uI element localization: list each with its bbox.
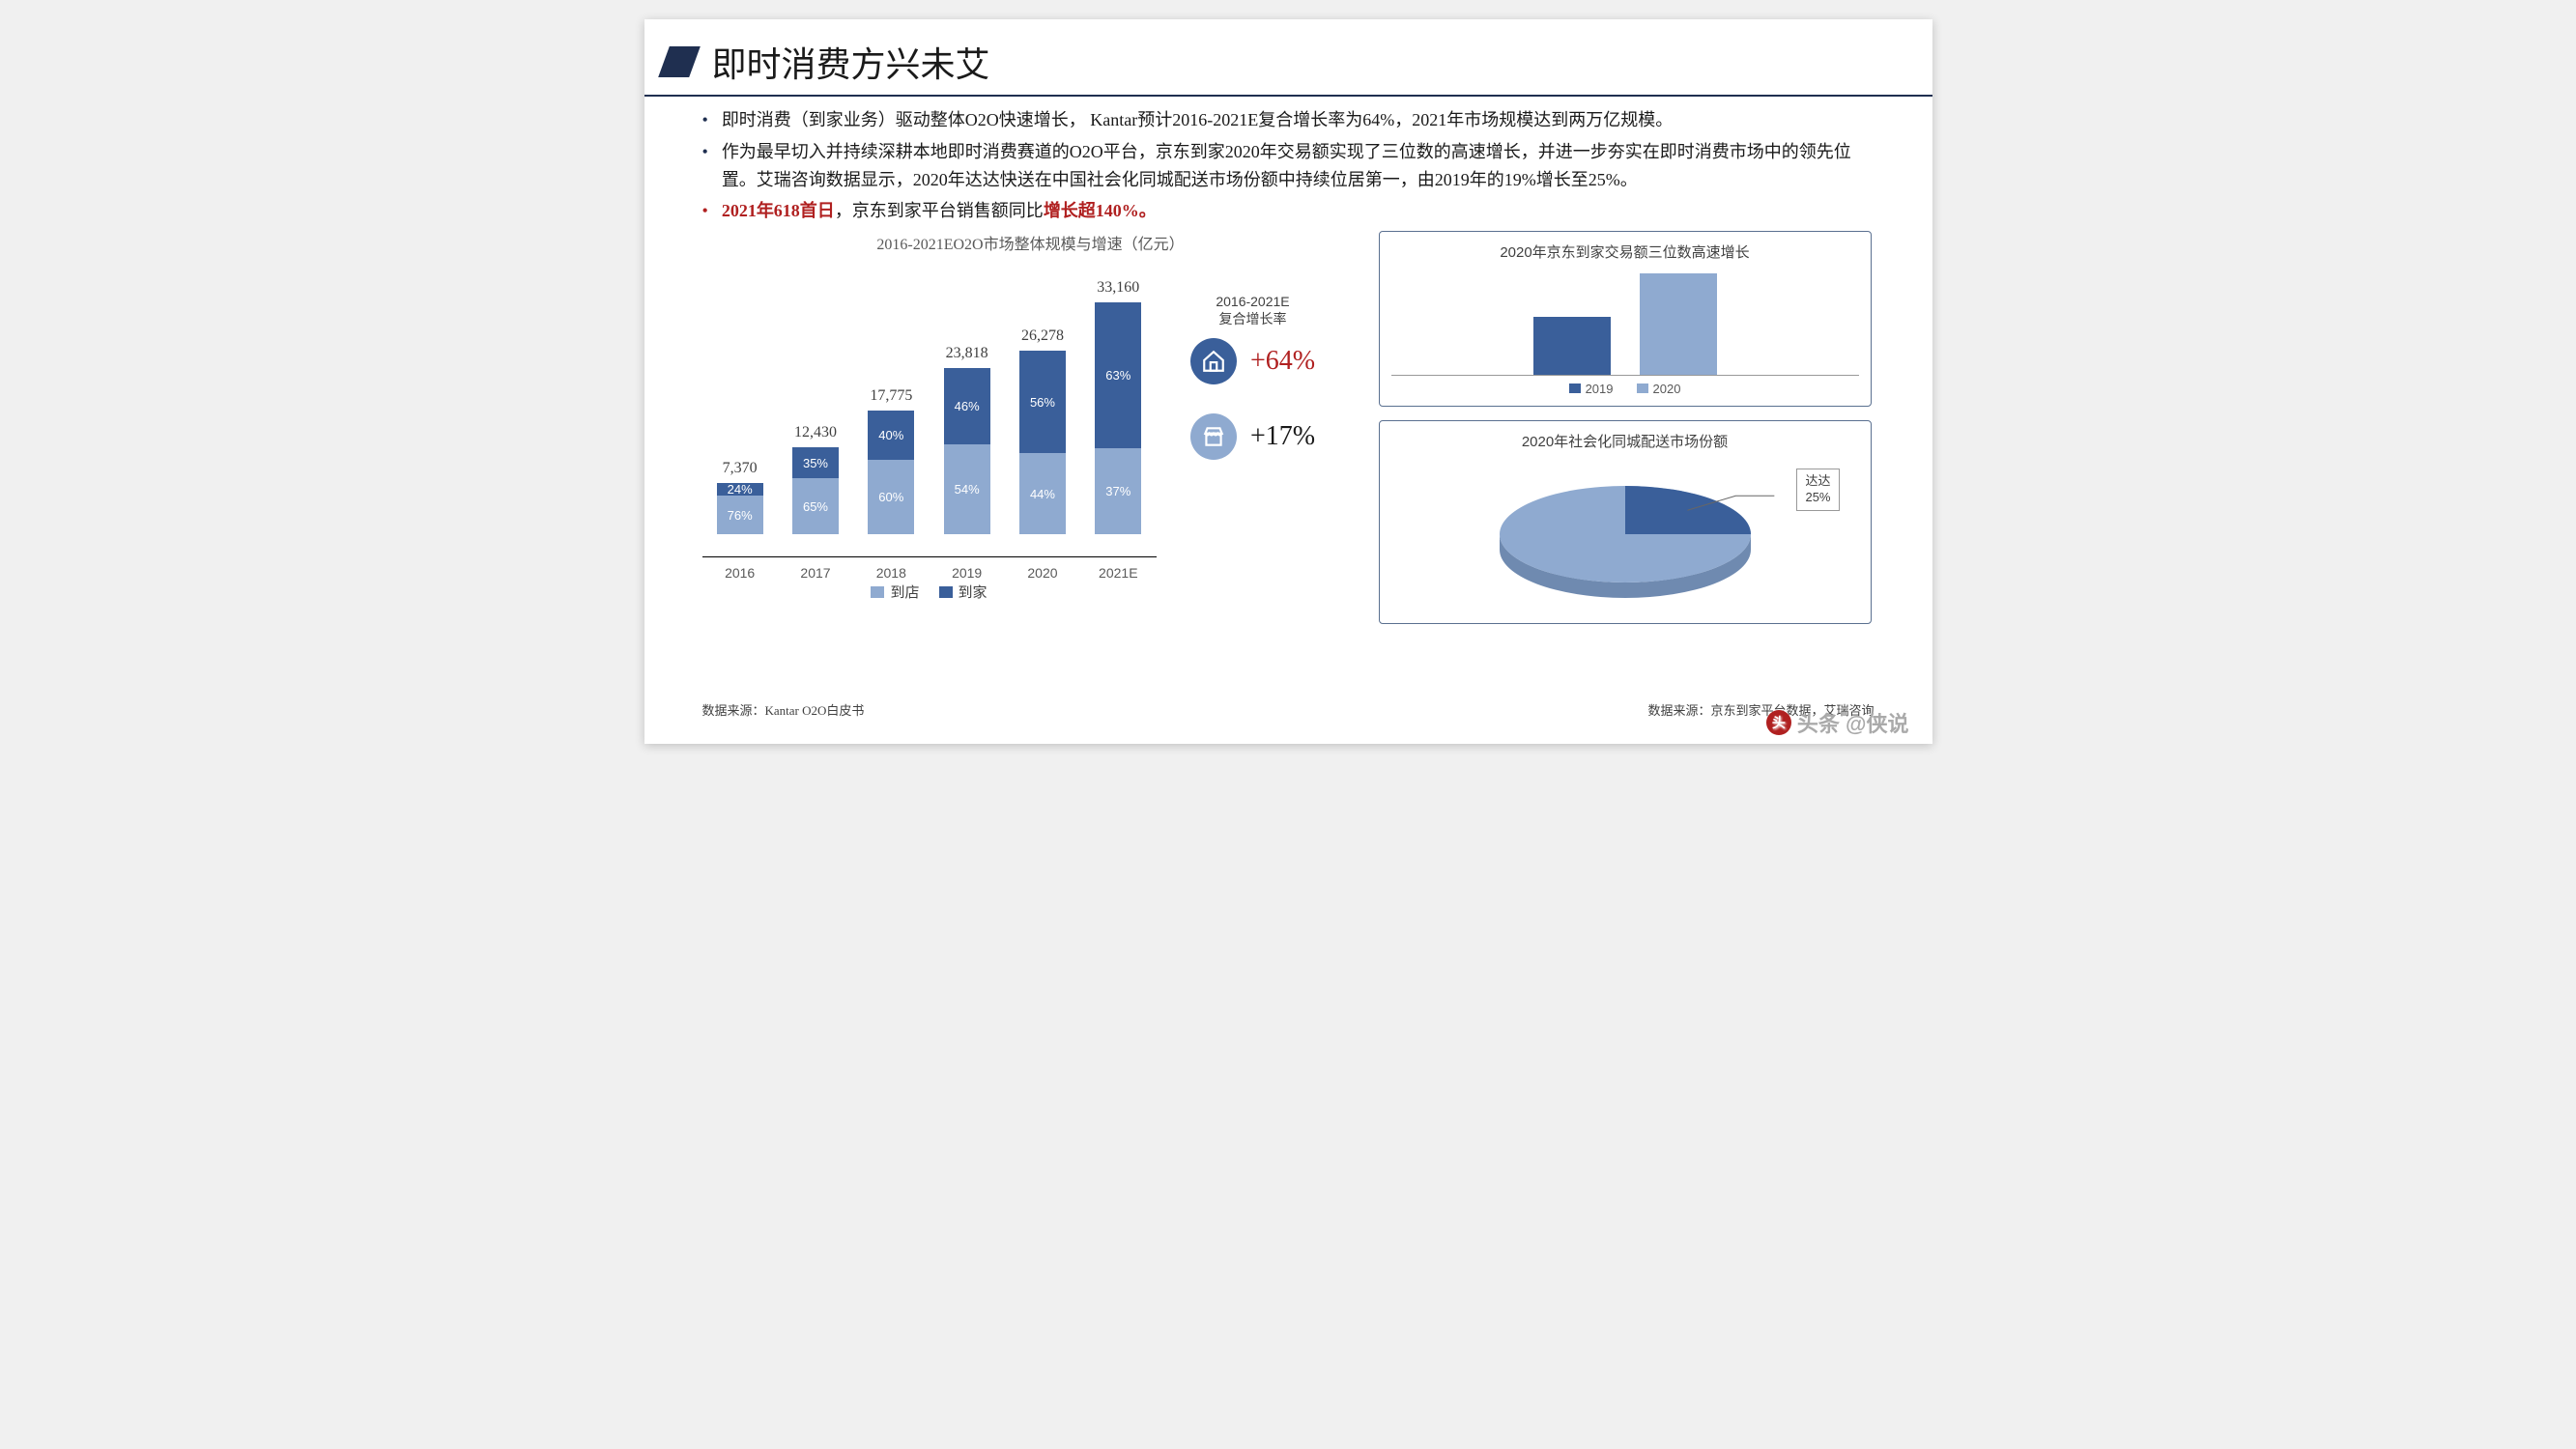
slide-title: 即时消费方兴未艾	[712, 37, 990, 87]
x-tick-label: 2016	[711, 565, 769, 581]
segment-to-store: 37%	[1095, 448, 1141, 534]
bar-stack: 54%46%	[944, 368, 990, 534]
source-left: 数据来源：Kantar O2O白皮书	[702, 700, 865, 719]
legend-label: 到店	[890, 582, 919, 602]
callout-value: 25%	[1805, 490, 1830, 506]
bullet-text: 即时消费（到家业务）驱动整体O2O快速增长， Kantar预计2016-2021…	[722, 106, 1673, 134]
callout-name: 达达	[1805, 473, 1830, 490]
x-tick-label: 2020	[1014, 565, 1072, 581]
data-sources: 数据来源：Kantar O2O白皮书 数据来源：京东到家平台数据，艾瑞咨询	[702, 700, 1875, 719]
bar-total-label: 7,370	[723, 460, 758, 477]
bar-stack: 37%63%	[1095, 302, 1141, 534]
segment-to-home: 35%	[792, 447, 839, 478]
legend-item-store: 到店	[871, 582, 919, 602]
bar-column: 12,430 65%35%	[787, 424, 844, 534]
panel-title: 2020年社会化同城配送市场份额	[1391, 431, 1859, 451]
bar-stack: 60%40%	[868, 411, 914, 534]
bar-column: 17,775 60%40%	[862, 387, 920, 534]
legend-label: 到家	[959, 582, 987, 602]
right-panels: 2020年京东到家交易额三位数高速增长 2019 2020 2020年社会化同城配…	[1379, 231, 1872, 624]
small-bar	[1640, 273, 1717, 375]
segment-to-store: 76%	[717, 496, 763, 534]
x-tick-label: 2017	[787, 565, 844, 581]
cagr-panel: 2016-2021E 复合增长率 +64% +17%	[1166, 293, 1340, 478]
chart-legend: 到店 到家	[702, 582, 1157, 602]
bar-stack: 44%56%	[1019, 351, 1066, 534]
small-bar-legend: 2019 2020	[1391, 382, 1859, 396]
bullet-list: • 即时消费（到家业务）驱动整体O2O快速增长， Kantar预计2016-20…	[644, 106, 1932, 225]
segment-to-home: 56%	[1019, 351, 1066, 453]
segment-to-home: 40%	[868, 411, 914, 460]
bar-column: 26,278 44%56%	[1014, 327, 1072, 534]
x-tick-label: 2021E	[1089, 565, 1147, 581]
pie-chart: 达达 25%	[1391, 459, 1859, 613]
stacked-bar-chart: 2016-2021EO2O市场整体规模与增速（亿元） 7,370 76%24% 12…	[702, 231, 1360, 624]
bar-total-label: 33,160	[1097, 279, 1139, 297]
cagr-home-row: +64%	[1190, 338, 1315, 384]
segment-to-home: 46%	[944, 368, 990, 444]
bar-column: 23,818 54%46%	[938, 345, 996, 534]
x-axis-labels: 2016 2017 2018 2019 2020 2021E	[702, 565, 1157, 581]
legend-item: 2019	[1569, 382, 1614, 396]
slide-header: 即时消费方兴未艾	[644, 19, 1932, 95]
cagr-home-value: +64%	[1250, 346, 1315, 377]
bar-total-label: 12,430	[794, 424, 837, 441]
x-axis	[702, 556, 1157, 557]
watermark: 头 头条 @侠说	[1766, 707, 1909, 738]
bullet-dot-icon: •	[702, 106, 708, 134]
watermark-icon: 头	[1766, 710, 1791, 735]
bullet-item: • 即时消费（到家业务）驱动整体O2O快速增长， Kantar预计2016-20…	[702, 106, 1875, 134]
bar-total-label: 17,775	[870, 387, 912, 405]
bar-column: 7,370 76%24%	[711, 460, 769, 534]
bar-stack: 76%24%	[717, 483, 763, 534]
legend-swatch	[1637, 384, 1648, 393]
bar-stack: 65%35%	[792, 447, 839, 534]
charts-row: 2016-2021EO2O市场整体规模与增速（亿元） 7,370 76%24% 12…	[644, 231, 1932, 624]
bars-area: 7,370 76%24% 12,430 65%35% 17,775 60%40% 23,81…	[702, 281, 1157, 534]
pie-panel: 2020年社会化同城配送市场份额 达达 25%	[1379, 420, 1872, 624]
slide: 即时消费方兴未艾 • 即时消费（到家业务）驱动整体O2O快速增长， Kantar…	[644, 19, 1932, 744]
bar-total-label: 23,818	[946, 345, 988, 362]
x-tick-label: 2018	[862, 565, 920, 581]
watermark-text: 头条 @侠说	[1797, 707, 1909, 738]
legend-item-home: 到家	[939, 582, 987, 602]
cagr-store-row: +17%	[1190, 413, 1315, 460]
small-bar-chart	[1391, 270, 1859, 376]
legend-swatch	[1569, 384, 1581, 393]
growth-bar-panel: 2020年京东到家交易额三位数高速增长 2019 2020	[1379, 231, 1872, 407]
legend-item: 2020	[1637, 382, 1681, 396]
x-tick-label: 2019	[938, 565, 996, 581]
bullet-text: 作为最早切入并持续深耕本地即时消费赛道的O2O平台，京东到家2020年交易额实现…	[722, 138, 1875, 194]
segment-to-store: 65%	[792, 478, 839, 534]
bullet-dot-icon: •	[702, 138, 708, 194]
store-icon	[1190, 413, 1237, 460]
small-bar	[1533, 317, 1611, 375]
panel-title: 2020年京东到家交易额三位数高速增长	[1391, 242, 1859, 262]
chart-title: 2016-2021EO2O市场整体规模与增速（亿元）	[702, 231, 1360, 254]
pie-callout: 达达 25%	[1796, 469, 1839, 511]
segment-to-home: 24%	[717, 483, 763, 496]
legend-swatch	[871, 586, 884, 598]
segment-to-store: 54%	[944, 444, 990, 534]
legend-swatch	[939, 586, 953, 598]
bullet-item: • 作为最早切入并持续深耕本地即时消费赛道的O2O平台，京东到家2020年交易额…	[702, 138, 1875, 194]
home-icon	[1190, 338, 1237, 384]
bar-total-label: 26,278	[1021, 327, 1064, 345]
stacked-chart-body: 7,370 76%24% 12,430 65%35% 17,775 60%40% 23,81…	[702, 264, 1360, 592]
bullet-item-highlight: • 2021年618首日，京东到家平台销售额同比增长超140%。	[702, 197, 1875, 225]
bullet-dot-icon: •	[702, 197, 708, 225]
segment-to-home: 63%	[1095, 302, 1141, 448]
pie-svg	[1471, 459, 1780, 613]
bar-column: 33,160 37%63%	[1089, 279, 1147, 534]
header-accent-marker	[658, 46, 701, 77]
cagr-store-value: +17%	[1250, 421, 1315, 452]
cagr-label: 2016-2021E 复合增长率	[1216, 293, 1289, 327]
segment-to-store: 60%	[868, 460, 914, 534]
bullet-text: 2021年618首日，京东到家平台销售额同比增长超140%。	[722, 197, 1157, 225]
header-divider	[644, 95, 1932, 97]
segment-to-store: 44%	[1019, 453, 1066, 534]
